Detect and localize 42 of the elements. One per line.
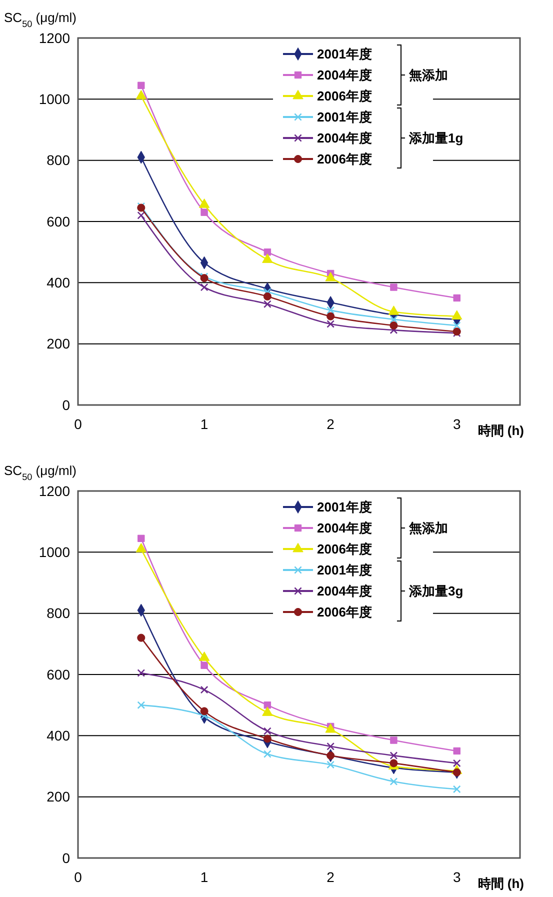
- x-tick-label: 3: [452, 416, 461, 432]
- legend-label: 2006年度: [317, 152, 372, 167]
- x-tick-label: 1: [200, 416, 208, 432]
- x-tick-label: 1: [200, 869, 208, 885]
- legend-label: 2001年度: [317, 110, 372, 125]
- y-tick-label: 200: [46, 788, 70, 805]
- y-axis-title: SC$_{50}$ (μg/ml): [4, 463, 77, 482]
- y-tick-label: 1000: [38, 91, 70, 108]
- y-tick-label: 1000: [38, 544, 70, 560]
- y-axis-title: SC$_{50}$ (μg/ml): [4, 10, 77, 29]
- y-tick-label: 800: [46, 152, 70, 168]
- x-axis-title: 時間 (h): [478, 423, 524, 438]
- y-tick-label: 400: [46, 274, 70, 291]
- legend-label: 2004年度: [317, 520, 372, 536]
- y-tick-label: 0: [62, 396, 70, 413]
- legend-label: 2001年度: [317, 46, 372, 62]
- y-tick-label: 1200: [38, 30, 70, 46]
- legend-label: 2004年度: [317, 584, 372, 599]
- y-tick-label: 600: [46, 213, 70, 230]
- x-axis-title: 時間 (h): [478, 876, 524, 891]
- legend-label: 2004年度: [317, 68, 372, 83]
- annotation: 無添加: [408, 520, 448, 536]
- y-tick-label: 200: [46, 336, 70, 352]
- annotation: 無添加: [408, 68, 448, 83]
- x-tick-label: 0: [74, 416, 82, 432]
- x-tick-label: 0: [74, 869, 82, 885]
- y-tick-label: 1200: [38, 482, 70, 499]
- legend-label: 2001年度: [317, 500, 372, 515]
- y-tick-label: 600: [46, 666, 70, 682]
- x-tick-label: 2: [326, 869, 335, 885]
- annotation: 添加量3g: [408, 584, 464, 599]
- legend-label: 2006年度: [317, 604, 372, 620]
- legend-label: 2001年度: [317, 562, 372, 578]
- legend-label: 2006年度: [317, 88, 372, 104]
- y-tick-label: 800: [46, 605, 70, 622]
- y-tick-label: 400: [46, 728, 70, 744]
- x-tick-label: 2: [326, 416, 335, 432]
- y-tick-label: 0: [62, 850, 70, 866]
- legend-label: 2004年度: [317, 130, 372, 146]
- x-tick-label: 3: [452, 869, 461, 885]
- annotation: 添加量1g: [408, 130, 464, 146]
- legend-label: 2006年度: [317, 542, 372, 557]
